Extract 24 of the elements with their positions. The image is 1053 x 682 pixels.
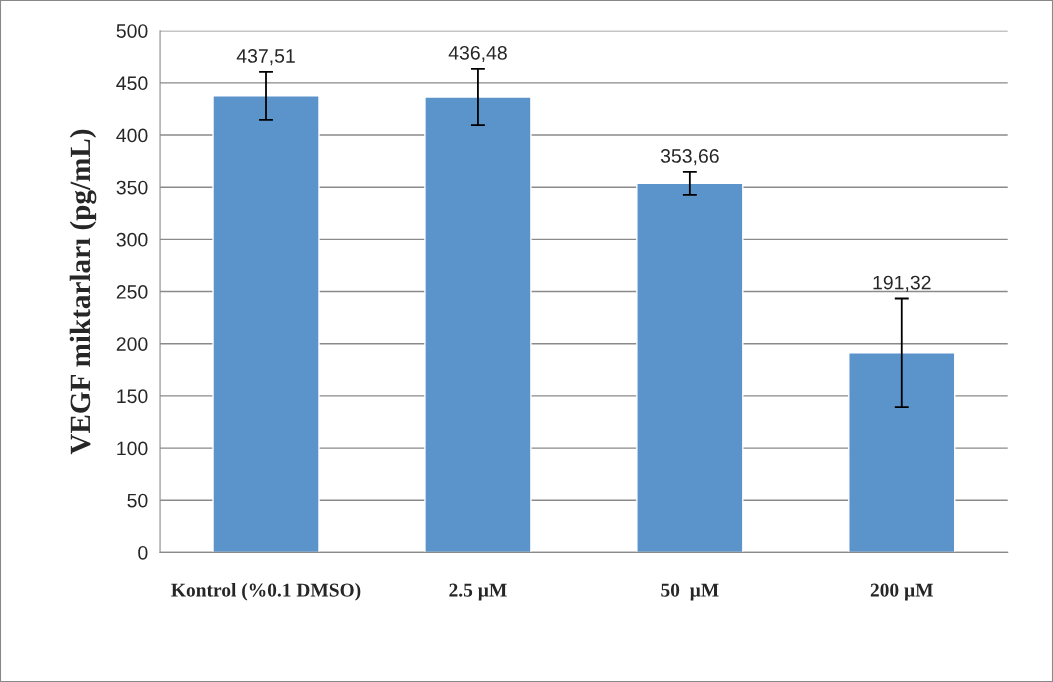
x-tick-label: 2.5 µM [449, 583, 507, 601]
y-tick-label: 50 [127, 493, 148, 508]
data-label: 191,32 [873, 275, 931, 292]
y-tick-label: 100 [117, 441, 148, 456]
y-axis-title: VEGF miktarları (pg/mL) [69, 129, 97, 455]
bar [636, 182, 744, 553]
y-tick-label: 400 [116, 128, 148, 143]
bar [424, 96, 532, 553]
y-tick-label: 350 [116, 180, 148, 195]
y-tick-label: 200 [116, 337, 148, 351]
x-tick-label: 200 µM [870, 583, 933, 601]
x-tick-label: 50 µM [661, 583, 719, 601]
data-label: 437,51 [236, 49, 295, 66]
bar [848, 352, 956, 553]
y-tick-label: 300 [116, 232, 148, 247]
data-label: 436,48 [448, 45, 507, 63]
data-label: 353,66 [660, 149, 719, 166]
y-tick-label: 450 [116, 76, 148, 91]
y-tick-label: 500 [116, 24, 148, 38]
bar [212, 95, 320, 553]
y-tick-label: 150 [117, 389, 148, 404]
y-tick-label: 250 [116, 285, 148, 299]
y-tick-label: 0 [138, 545, 148, 560]
x-tick-label: Kontrol (%0.1 DMSO) [171, 582, 361, 601]
